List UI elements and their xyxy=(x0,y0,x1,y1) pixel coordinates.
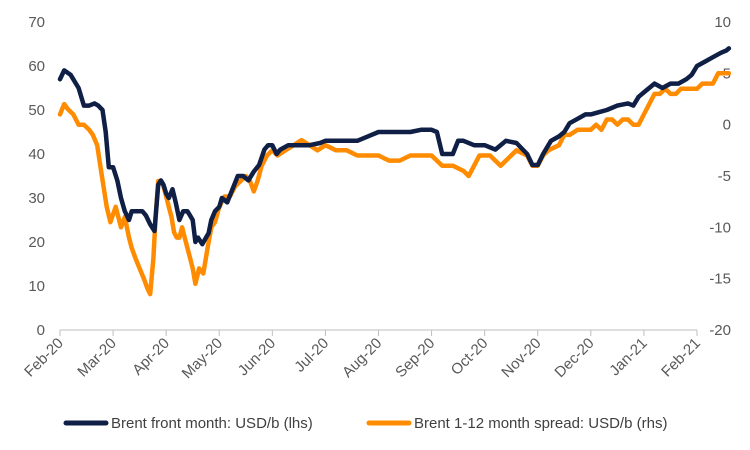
y-left-tick-label: 0 xyxy=(37,322,45,339)
y-right-tick-label: -10 xyxy=(709,219,731,236)
legend-label: Brent front month: USD/b (lhs) xyxy=(111,415,313,432)
x-tick-label: May-20 xyxy=(179,335,226,382)
y-left-tick-label: 70 xyxy=(28,14,45,31)
x-tick-labels: Feb-20 Mar-20 Apr-20 May-20 Jun-20 Jul-20 Aug-… xyxy=(21,335,704,382)
y-left-tick-label: 30 xyxy=(28,190,45,207)
y-right-tick-label: -5 xyxy=(718,168,731,185)
y-right-tick-label: -20 xyxy=(709,322,731,339)
x-tick-label: Apr-20 xyxy=(129,335,173,379)
y-left-tick-label: 40 xyxy=(28,146,45,163)
legend-item-brent-spread: Brent 1-12 month spread: USD/b (rhs) xyxy=(366,415,667,432)
legend: Brent front month: USD/b (lhs) Brent 1-12… xyxy=(63,415,667,432)
x-tick-label: Sep-20 xyxy=(392,335,438,381)
x-tick-label: Nov-20 xyxy=(498,335,544,381)
x-tick-label: Jul-20 xyxy=(291,335,332,376)
y-left-tick-labels: 0 10 20 30 40 50 60 70 xyxy=(28,14,45,339)
x-tick-label: Mar-20 xyxy=(74,335,120,381)
y-right-tick-label: 0 xyxy=(723,117,731,134)
y-left-tick-label: 10 xyxy=(28,278,45,295)
y-left-tick-label: 20 xyxy=(28,234,45,251)
y-right-tick-label: -15 xyxy=(709,271,731,288)
x-tick-label: Jun-20 xyxy=(235,335,279,379)
y-left-tick-label: 50 xyxy=(28,102,45,119)
x-tick-label: Feb-20 xyxy=(21,335,67,381)
x-tick-label: Aug-20 xyxy=(339,335,385,381)
x-tick-marks xyxy=(59,330,698,336)
x-tick-label: Oct-20 xyxy=(448,335,492,379)
x-tick-label: Dec-20 xyxy=(551,335,597,381)
x-tick-label: Jan-21 xyxy=(606,335,650,379)
series-line-brent-front-month xyxy=(57,46,732,247)
y-right-tick-label: 10 xyxy=(714,14,731,31)
x-tick-label: Feb-21 xyxy=(658,335,704,381)
series-lines xyxy=(57,46,732,297)
legend-item-brent-front-month: Brent front month: USD/b (lhs) xyxy=(63,415,313,432)
legend-label: Brent 1-12 month spread: USD/b (rhs) xyxy=(414,415,667,432)
y-left-tick-label: 60 xyxy=(28,58,45,75)
series-line-brent-spread xyxy=(57,71,732,297)
